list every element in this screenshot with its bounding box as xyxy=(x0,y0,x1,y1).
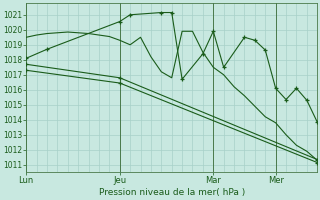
X-axis label: Pression niveau de la mer( hPa ): Pression niveau de la mer( hPa ) xyxy=(99,188,245,197)
